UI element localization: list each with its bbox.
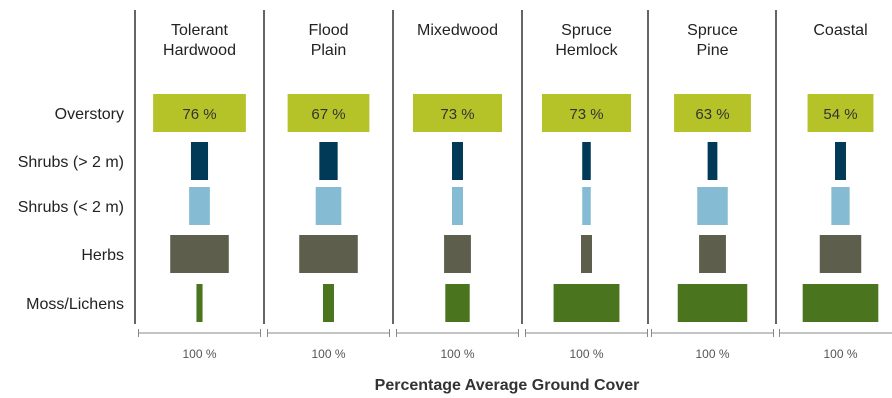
cover-bar	[697, 187, 728, 225]
forest-type-name: Plain	[311, 42, 347, 59]
layer-label: Overstory	[55, 106, 124, 123]
overstory-value-label: 67 %	[311, 106, 345, 123]
layer-labels: Overstory Shrubs (> 2 m) Shrubs (< 2 m) Her…	[18, 106, 124, 313]
cover-bar	[707, 142, 718, 180]
cover-bar	[299, 235, 358, 273]
cover-bar	[677, 284, 748, 322]
cover-bar	[412, 94, 503, 132]
scale-label: 100 %	[569, 347, 603, 361]
forest-type-panel: Mixedwood 73 % 100 %	[392, 10, 519, 361]
forest-type-panel: Tolerant Hardwood 76 % 100 %	[134, 10, 261, 361]
forest-type-name: Coastal	[813, 22, 867, 39]
layer-label: Shrubs (> 2 m)	[18, 154, 124, 171]
cover-bar	[315, 187, 342, 225]
forest-type-name: Hardwood	[163, 42, 236, 59]
forest-type-name: Pine	[696, 42, 728, 59]
overstory-value-label: 73 %	[440, 106, 474, 123]
layer-label: Shrubs (< 2 m)	[18, 199, 124, 216]
cover-bar	[541, 94, 632, 132]
cover-bar	[196, 284, 203, 322]
forest-type-panel: Coastal 54 % 100 %	[775, 10, 892, 361]
forest-type-name: Tolerant	[171, 22, 228, 39]
cover-bar	[323, 284, 334, 322]
forest-type-name: Spruce	[687, 22, 738, 39]
overstory-value-label: 76 %	[182, 106, 216, 123]
forest-type-name: Mixedwood	[417, 22, 498, 39]
scale-label: 100 %	[311, 347, 345, 361]
cover-bar	[699, 235, 726, 273]
forest-type-name: Flood	[308, 22, 348, 39]
cover-bar	[802, 284, 879, 322]
forest-type-name: Spruce	[561, 22, 612, 39]
cover-bar	[452, 187, 463, 225]
scale-label: 100 %	[695, 347, 729, 361]
scale-label: 100 %	[823, 347, 857, 361]
cover-bar	[835, 142, 846, 180]
cover-bar	[190, 142, 209, 180]
cover-bar	[582, 142, 591, 180]
cover-bar	[831, 187, 850, 225]
cover-bar	[170, 235, 229, 273]
x-axis-title: Percentage Average Ground Cover	[375, 377, 640, 394]
cover-bar	[445, 284, 470, 322]
cover-bar	[807, 94, 874, 132]
cover-bar	[674, 94, 751, 132]
layer-label: Moss/Lichens	[26, 296, 124, 313]
overstory-value-label: 63 %	[695, 106, 729, 123]
cover-bar	[582, 187, 591, 225]
layer-label: Herbs	[81, 247, 124, 264]
cover-bar	[153, 94, 246, 132]
cover-bar	[553, 284, 620, 322]
scale-label: 100 %	[182, 347, 216, 361]
overstory-value-label: 73 %	[569, 106, 603, 123]
forest-type-panel: Spruce Pine 63 % 100 %	[647, 10, 774, 361]
cover-bar	[581, 235, 592, 273]
cover-bar	[189, 187, 210, 225]
cover-bar	[287, 94, 370, 132]
cover-bar	[452, 142, 463, 180]
forest-type-panel: Spruce Hemlock 73 % 100 %	[521, 10, 648, 361]
overstory-value-label: 54 %	[823, 106, 857, 123]
scale-label: 100 %	[440, 347, 474, 361]
forest-type-panel: Flood Plain 67 % 100 %	[263, 10, 390, 361]
forest-type-name: Hemlock	[555, 42, 618, 59]
cover-bar	[819, 235, 862, 273]
cover-bar	[319, 142, 338, 180]
forest-type-panels: Tolerant Hardwood 76 % 100 % Flood Plain 67 % 1…	[134, 10, 892, 361]
cover-bar	[444, 235, 471, 273]
